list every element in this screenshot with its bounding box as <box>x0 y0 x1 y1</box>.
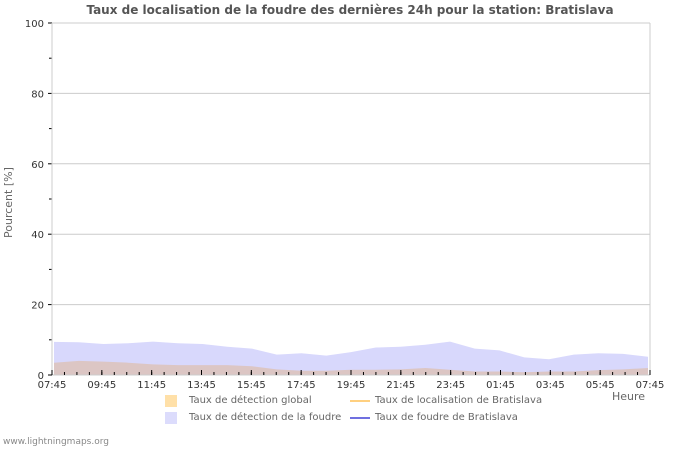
legend-line-station-localisation <box>350 400 370 402</box>
svg-text:13:45: 13:45 <box>187 380 216 391</box>
svg-text:05:45: 05:45 <box>586 380 615 391</box>
x-tick-labels: 07:45 09:45 11:45 13:45 15:45 17:45 19:45 21:45… <box>38 380 665 391</box>
y-tick-labels: 0 20 40 60 80 100 <box>25 19 44 382</box>
svg-text:03:45: 03:45 <box>536 380 565 391</box>
legend-swatch-lightning-detection <box>165 412 177 424</box>
svg-text:20: 20 <box>31 301 44 312</box>
svg-text:01:45: 01:45 <box>486 380 515 391</box>
svg-text:15:45: 15:45 <box>237 380 266 391</box>
legend-line-station-lightning <box>350 417 370 419</box>
svg-text:19:45: 19:45 <box>337 380 366 391</box>
svg-text:100: 100 <box>25 19 44 30</box>
svg-text:40: 40 <box>31 230 44 241</box>
svg-text:21:45: 21:45 <box>386 380 415 391</box>
svg-text:07:45: 07:45 <box>38 380 67 391</box>
svg-text:09:45: 09:45 <box>87 380 116 391</box>
legend-swatch-global-detection <box>165 395 177 407</box>
x-axis-label: Heure <box>612 390 646 403</box>
gridlines <box>52 22 651 375</box>
data-areas <box>54 341 648 375</box>
svg-text:0: 0 <box>38 371 44 382</box>
svg-text:60: 60 <box>31 160 44 171</box>
chart-title: Taux de localisation de la foudre des de… <box>86 3 614 17</box>
svg-text:80: 80 <box>31 89 44 100</box>
svg-text:11:45: 11:45 <box>137 380 166 391</box>
footer-credit: www.lightningmaps.org <box>3 437 109 447</box>
svg-text:07:45: 07:45 <box>636 380 665 391</box>
svg-text:23:45: 23:45 <box>436 380 465 391</box>
axes <box>48 22 651 376</box>
svg-text:17:45: 17:45 <box>287 380 316 391</box>
